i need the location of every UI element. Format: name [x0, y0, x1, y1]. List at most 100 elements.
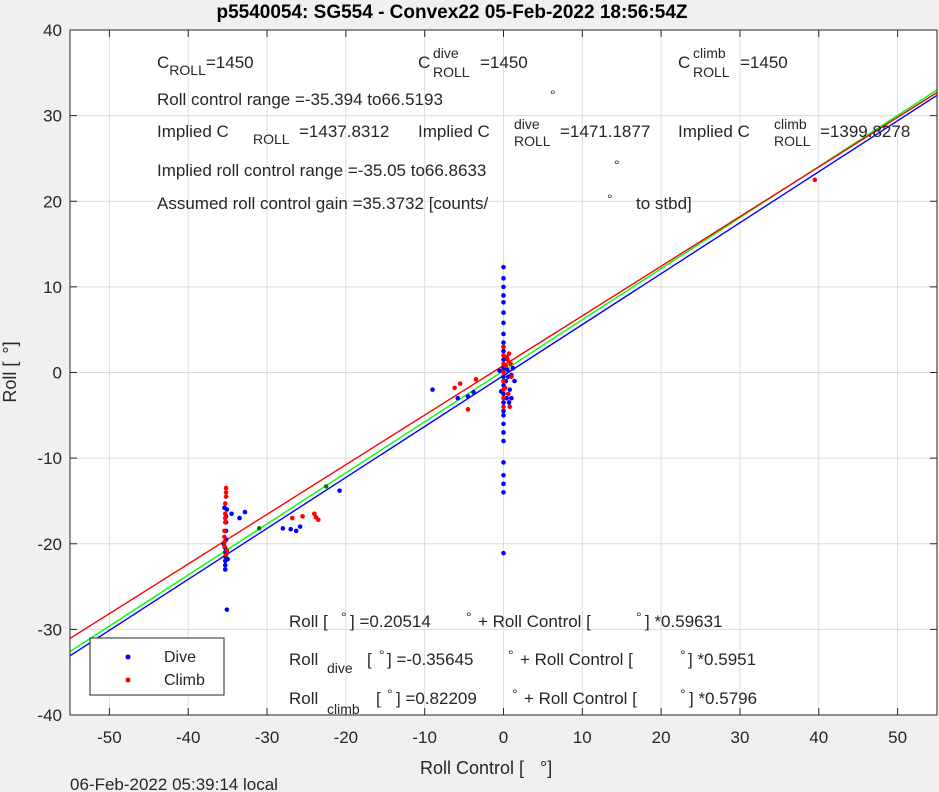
point-dive: [501, 421, 506, 427]
point-dive: [506, 400, 512, 405]
point-dive: [501, 331, 506, 337]
assumed-gain: Assumed roll control gain =35.3732 [coun…: [157, 194, 489, 213]
point-climb: [507, 404, 513, 410]
x-tick-label: 30: [730, 728, 749, 747]
implied-c-climb-label: Implied C: [678, 122, 750, 141]
point-dive: [430, 387, 435, 392]
fit-dive-deg1: °: [379, 647, 385, 663]
point-climb: [224, 548, 230, 553]
x-tick-label: -20: [334, 728, 359, 747]
y-tick-label: 20: [43, 192, 62, 211]
x-tick-label: 50: [888, 728, 907, 747]
c-roll-climb-value: =1450: [740, 53, 788, 72]
point-dive: [455, 395, 461, 401]
point-dive: [509, 395, 514, 401]
fit-climb-d: + Roll Control [: [524, 689, 637, 708]
point-dive: [501, 293, 506, 298]
point-dive: [501, 413, 506, 418]
c-roll-dive-value: =1450: [480, 53, 528, 72]
point-dive: [280, 526, 286, 531]
point-climb: [222, 534, 227, 540]
x-tick-label: -30: [255, 728, 280, 747]
point-climb: [812, 177, 818, 183]
point-dive: [497, 368, 502, 374]
point-climb: [502, 385, 508, 391]
point-dive: [471, 389, 476, 395]
x-tick-label: -10: [412, 728, 437, 747]
fit-dive-b: [: [367, 650, 372, 669]
point-climb: [222, 511, 228, 517]
fit-climb-deg2: °: [512, 686, 518, 702]
footer-timestamp: 06-Feb-2022 05:39:14 local: [70, 775, 278, 792]
point-climb: [315, 517, 321, 523]
point-dive: [501, 276, 506, 281]
x-tick-label: 10: [573, 728, 592, 747]
implied-roll-range: Implied roll control range =-35.05 to66.…: [157, 161, 486, 180]
point-climb: [289, 515, 295, 521]
fit-climb-a: Roll: [289, 689, 318, 708]
fit-dive-deg2: °: [508, 647, 514, 663]
point-climb: [501, 395, 506, 401]
point-climb: [473, 377, 479, 382]
fit-all-a: Roll [: [289, 612, 328, 631]
point-dive: [501, 310, 506, 315]
point-dive: [501, 348, 506, 354]
point-climb: [501, 370, 506, 375]
x-tick-label: 0: [499, 728, 508, 747]
implied-c-climb-value: =1399.8278: [820, 122, 910, 141]
point-dive: [293, 528, 299, 534]
implied-c-roll-value: =1437.8312: [299, 122, 389, 141]
y-tick-label: -20: [37, 535, 62, 554]
point-climb: [501, 344, 506, 350]
implied-c-climb-sub: ROLL: [774, 133, 811, 149]
y-tick-label: 30: [43, 107, 62, 126]
legend-box: [89, 637, 225, 696]
y-axis-label: Roll [ °]: [0, 341, 20, 402]
fit-all-c: + Roll Control [: [478, 612, 591, 631]
point-dive: [501, 460, 506, 465]
point-climb: [508, 361, 513, 367]
degree-mark-3: °: [607, 191, 613, 207]
point-dive: [501, 430, 506, 435]
point-climb: [223, 494, 229, 499]
point-dive: [501, 472, 506, 478]
point-dive: [501, 357, 506, 362]
point-dive: [501, 299, 506, 305]
point-dive: [512, 378, 517, 384]
fit-dive-deg3: °: [680, 647, 686, 663]
fit-dive-c: ] =-0.35645: [387, 650, 474, 669]
implied-c-roll-label: Implied C: [157, 122, 229, 141]
point-dive: [510, 365, 516, 371]
fit-climb-b: [: [376, 689, 381, 708]
point-climb: [506, 351, 512, 356]
implied-c-roll-sub: ROLL: [253, 131, 290, 147]
legend-climb-marker: [125, 677, 131, 683]
fit-dive-sub: dive: [327, 660, 353, 676]
point-climb: [222, 515, 228, 521]
point-dive: [222, 567, 228, 572]
point-dive: [501, 264, 506, 270]
point-climb: [504, 354, 509, 360]
legend-dive-label: Dive: [164, 649, 196, 666]
x-tick-label: -50: [97, 728, 122, 747]
point-climb: [501, 378, 506, 384]
y-axis-label-text: Roll [: [0, 362, 20, 403]
c-roll-climb-label-base: C: [678, 53, 690, 72]
roll-control-range: Roll control range =-35.394 to66.5193: [157, 90, 443, 109]
y-axis-label-unit: °]: [0, 341, 20, 353]
point-dive: [229, 511, 234, 517]
c-roll-dive-label-sup: dive: [433, 45, 459, 61]
c-roll-annotation: CROLL=1450: [157, 53, 254, 78]
point-mean: [256, 526, 262, 531]
legend-dive-marker: [125, 654, 131, 660]
y-tick-label: 40: [43, 21, 62, 40]
chart-title: p5540054: SG554 - Convex22 05-Feb-2022 1…: [216, 2, 687, 23]
fit-dive-d: + Roll Control [: [520, 650, 633, 669]
fit-dive-a: Roll: [289, 650, 318, 669]
point-climb: [509, 374, 514, 380]
point-dive: [237, 515, 242, 521]
point-dive: [501, 400, 506, 405]
point-climb: [222, 501, 228, 506]
point-climb: [457, 381, 463, 386]
c-roll-dive-label-sub: ROLL: [433, 64, 470, 80]
